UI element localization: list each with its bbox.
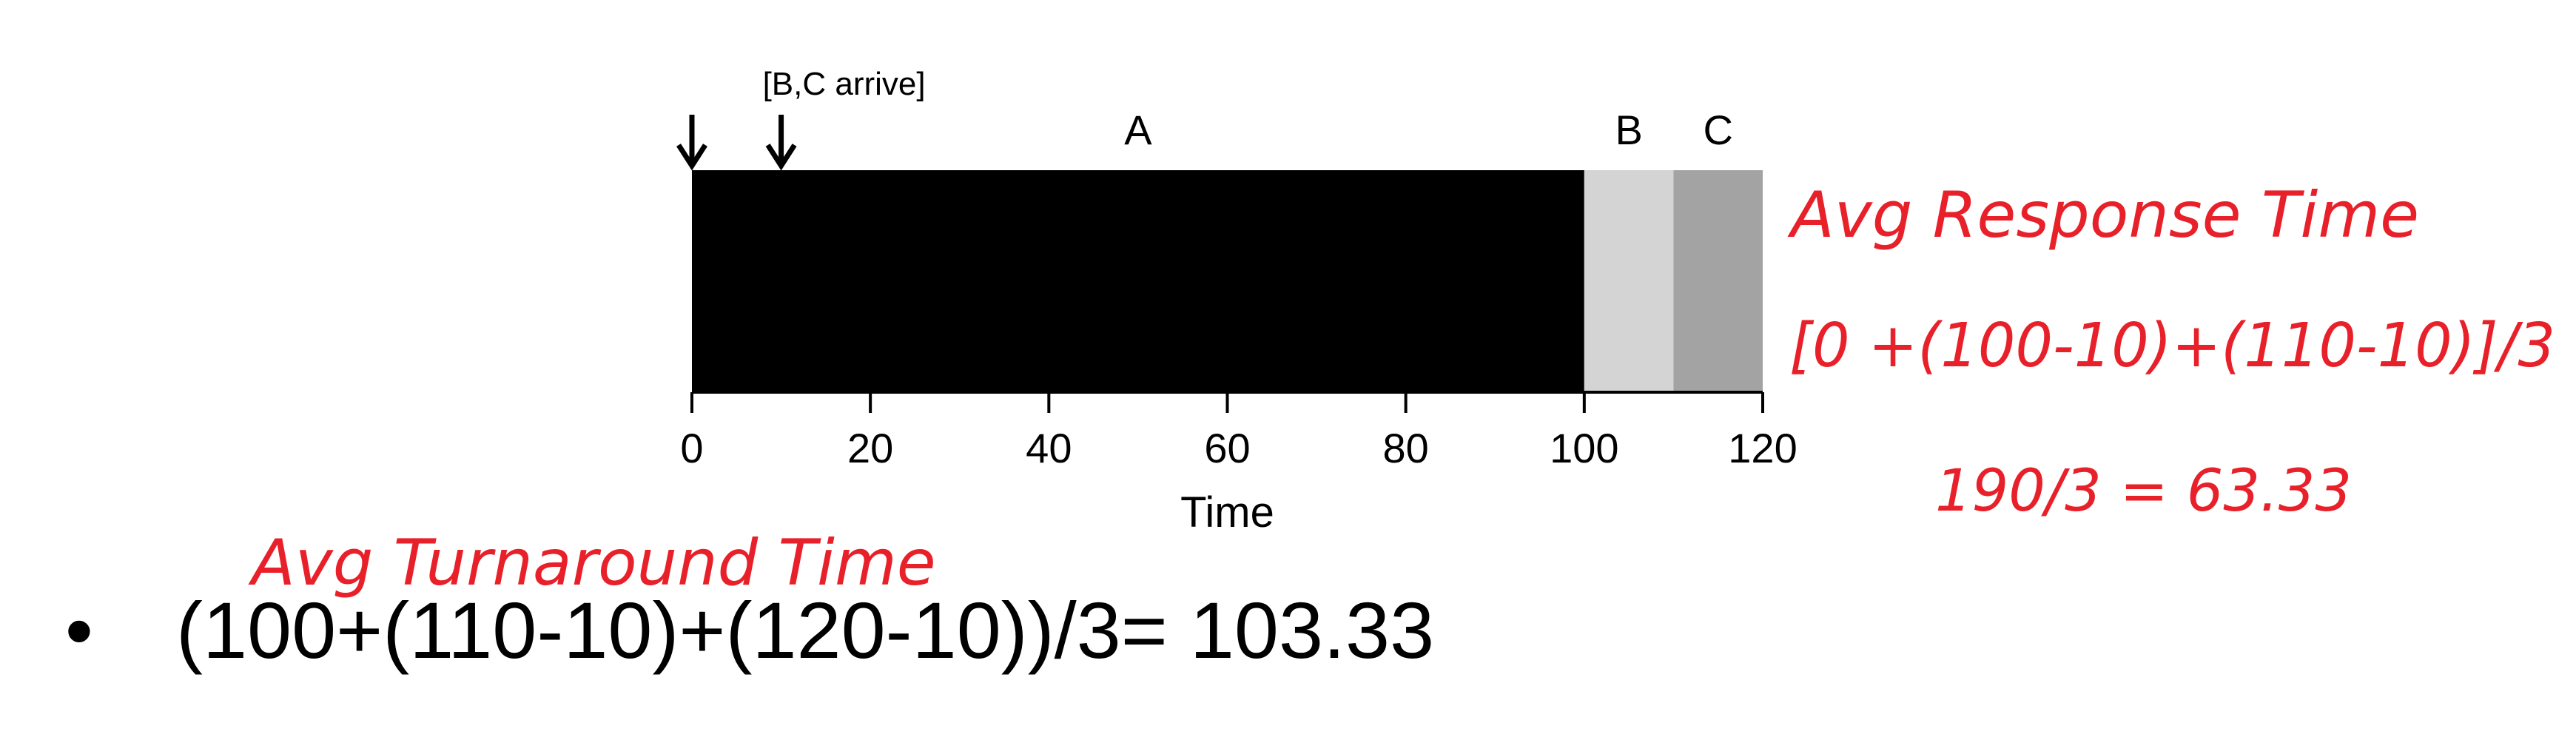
bullet-marker: • bbox=[65, 585, 93, 675]
x-tick-label: 40 bbox=[1026, 425, 1072, 471]
gantt-chart: A B C 0 20 40 60 80 100 120 Time [B,C arrive] bbox=[676, 66, 1798, 536]
response-title: Avg Response Time bbox=[1787, 178, 2419, 252]
job-label-c: C bbox=[1703, 107, 1732, 153]
bar-a bbox=[692, 170, 1584, 391]
turnaround-title: Avg Turnaround Time bbox=[248, 526, 936, 600]
x-tick-label: 80 bbox=[1383, 425, 1429, 471]
arrival-markers: [B,C arrive] bbox=[676, 66, 926, 171]
x-tick-label: 0 bbox=[680, 425, 703, 471]
x-tick-label: 20 bbox=[847, 425, 893, 471]
turnaround-formula: (100+(110-10)+(120-10))/3= 103.33 bbox=[176, 585, 1435, 675]
x-tick-label: 120 bbox=[1728, 425, 1797, 471]
bar-c bbox=[1673, 170, 1763, 391]
response-result: 190/3 = 63.33 bbox=[1935, 458, 2352, 525]
x-tick-label: 60 bbox=[1204, 425, 1250, 471]
job-label-b: B bbox=[1615, 107, 1642, 153]
x-axis: 0 20 40 60 80 100 120 Time bbox=[680, 391, 1798, 536]
job-labels: A B C bbox=[1124, 107, 1733, 153]
x-axis-label: Time bbox=[1180, 488, 1274, 536]
x-tick-label: 100 bbox=[1550, 425, 1618, 471]
arrival-arrow bbox=[676, 115, 707, 171]
arrival-arrow bbox=[765, 115, 797, 171]
turnaround-bullet: • (100+(110-10)+(120-10))/3= 103.33 bbox=[65, 591, 1434, 670]
bar-b bbox=[1584, 170, 1674, 391]
arrival-label: [B,C arrive] bbox=[763, 66, 926, 102]
job-bars bbox=[692, 170, 1763, 391]
response-formula: [0 +(100-10)+(110-10)]/3 bbox=[1789, 311, 2555, 381]
x-axis-ticks: 0 20 40 60 80 100 120 bbox=[680, 392, 1798, 471]
job-label-a: A bbox=[1124, 107, 1152, 153]
